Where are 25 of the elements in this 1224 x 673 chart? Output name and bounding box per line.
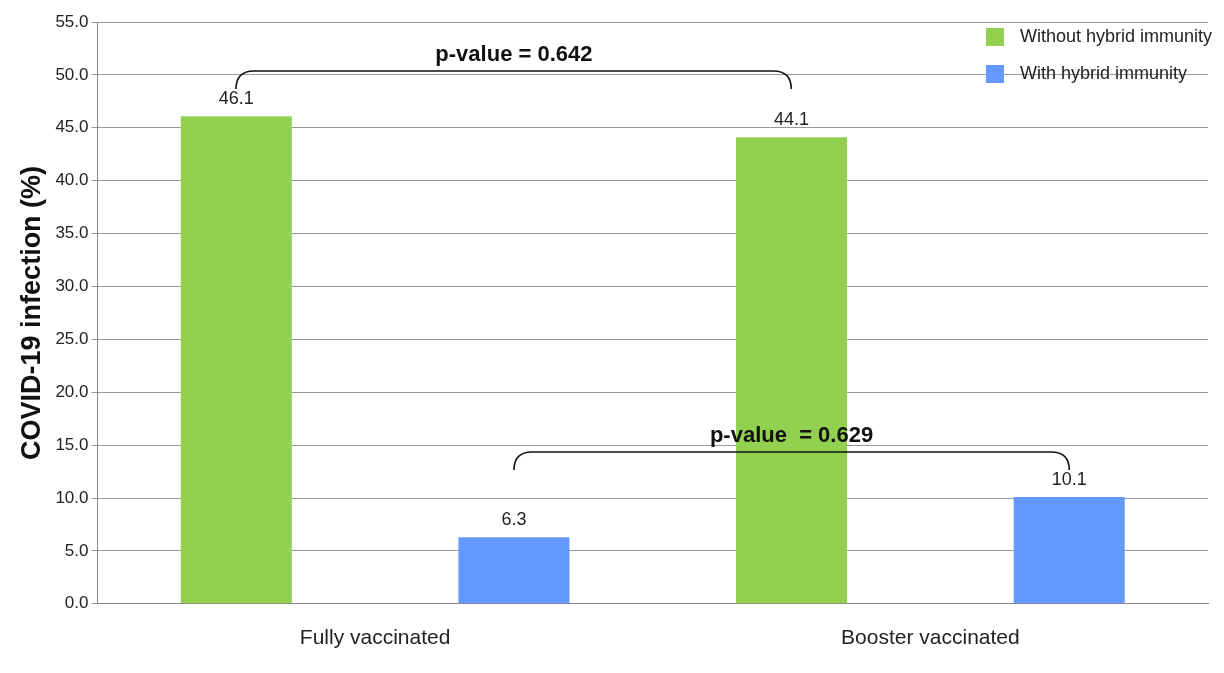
- y-tick-label: 40.0: [55, 170, 89, 190]
- y-tick-label: 0.0: [64, 593, 89, 613]
- y-tick-label: 30.0: [55, 276, 89, 296]
- legend-label: Without hybrid immunity: [1019, 26, 1212, 47]
- y-tick-label: 35.0: [55, 223, 89, 243]
- y-tick-label: 15.0: [55, 434, 89, 454]
- x-tick-label: Fully vaccinated: [299, 625, 451, 649]
- data-label: 10.1: [1051, 468, 1087, 489]
- y-tick-label: 45.0: [55, 117, 89, 137]
- data-label: 44.1: [774, 109, 810, 130]
- y-axis-title: COVID-19 infection (%): [15, 165, 46, 460]
- y-tick-label: 25.0: [55, 329, 89, 349]
- data-label: 6.3: [501, 509, 527, 530]
- data-label: 46.1: [218, 88, 254, 109]
- legend-label: With hybrid immunity: [1019, 63, 1187, 84]
- y-tick-label: 20.0: [55, 381, 89, 401]
- bar: [458, 537, 570, 604]
- y-tick-label: 55.0: [55, 11, 89, 31]
- bar: [1013, 496, 1125, 604]
- y-tick-label: 10.0: [55, 487, 89, 507]
- y-tick-label: 50.0: [55, 64, 89, 84]
- annotation: p-value = 0.642: [434, 41, 594, 68]
- bar: [180, 116, 292, 604]
- x-tick-label: Booster vaccinated: [841, 625, 1020, 649]
- y-tick-label: 5.0: [64, 540, 89, 560]
